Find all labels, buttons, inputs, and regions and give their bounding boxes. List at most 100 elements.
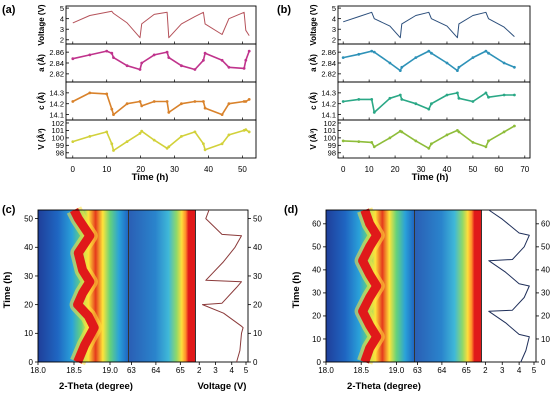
panel-b-a-point	[400, 65, 404, 69]
panel-a-row-c: 14.114.2 14.3c (Å)	[37, 81, 257, 121]
panel-b-xtick-label: 60	[494, 165, 503, 174]
panel-a-xtick-label: 30	[170, 165, 179, 174]
panel-c-ytick-label: 50	[24, 214, 33, 223]
panel-c-peak-trace	[66, 206, 103, 366]
panel-b-V-point	[484, 145, 488, 149]
panel-a-a-point	[193, 68, 197, 71]
panel-b-voltage-series	[343, 11, 515, 39]
panel-b-a-point	[456, 69, 459, 72]
panel-b-a-point	[427, 49, 431, 53]
panel-c-ytick-label: 40	[24, 243, 33, 252]
panel-b-a-ytick-label: 2.82	[321, 70, 336, 79]
panel-a-V-point	[110, 142, 114, 146]
panel-b-voltage-ylabel: Voltage (V)	[309, 4, 318, 46]
panel-b-a-point	[430, 51, 433, 55]
panel-c-voltage-curve	[202, 209, 244, 363]
panel-a-c-point	[110, 107, 114, 111]
panel-a-V-point	[71, 140, 75, 144]
panel-a-a-point	[112, 56, 115, 59]
panel-a-xtick-label: 50	[238, 165, 247, 174]
panel-a-a-point	[242, 67, 246, 70]
panel-d-voltage-tick-label: 2	[483, 366, 488, 375]
panel-b-a-point	[445, 61, 449, 65]
panel-a-xtick-label: 20	[136, 165, 145, 174]
panel-c-time-axis-right: 0 10 20 30 40 50	[248, 214, 262, 367]
panel-b-voltage-ytick-label: 3	[332, 25, 336, 34]
panel-b-c-point	[427, 107, 431, 111]
panel-a-V-ytick-label: 100	[51, 134, 64, 143]
panel-a-c-point	[193, 100, 197, 103]
panel-c-voltage-tick-label: 3	[213, 366, 218, 375]
panel-c-xlabel: 2-Theta (degree)	[59, 381, 133, 392]
panel-a-V-series	[72, 128, 250, 152]
panel-b-c-point	[372, 111, 376, 114]
panel-d-peak-core	[358, 208, 382, 364]
panel-b-V-ylabel: V (Å³)	[309, 128, 318, 150]
panel-a-a-point	[125, 64, 129, 68]
panel-a-voltage-ytick-label: 3	[60, 25, 64, 34]
panel-b-a-point	[502, 61, 506, 65]
panel-b-c-point	[430, 102, 433, 106]
panel-a-c-point	[202, 100, 205, 103]
panel-a-V-point	[105, 130, 109, 134]
panel-b-xtick-label: 10	[365, 165, 374, 174]
panel-c-heat1-tick-label: 19.0	[102, 366, 118, 375]
panel-c-heat1-tick-label: 18.5	[66, 366, 82, 375]
panel-b-xtick-label: 30	[417, 165, 426, 174]
panel-b-a-point	[513, 65, 516, 69]
panel-d-voltage-tick-label: 4	[517, 366, 522, 375]
panel-d-ylabel: Time (h)	[291, 272, 302, 309]
panel-b-V-point	[513, 124, 516, 128]
panel-b-c-point	[513, 93, 516, 97]
panel-b-c-point	[357, 98, 361, 101]
panel-d-ytick-label-right: 40	[541, 266, 550, 275]
panel-b-a-point	[398, 69, 402, 72]
panel-b-a-point	[457, 65, 461, 69]
panel-c-x-ticks: 18.0 18.5 19.0 63 64 65 2 3 4 5	[30, 362, 249, 375]
panel-b-c-point	[456, 91, 459, 95]
panel-b-xtick-label: 0	[341, 165, 346, 174]
panel-c-ytick-label-right: 40	[253, 243, 262, 252]
panel-d-ytick-label: 10	[312, 335, 321, 344]
panel-c-time-axis: 0 10 20 30 40 50	[24, 214, 38, 367]
panel-a-c-point	[125, 102, 129, 106]
panel-d-peak-trace	[354, 207, 385, 365]
panel-c-heat2-tick-label: 64	[151, 366, 160, 375]
panel-d-heatmap-high-angle	[415, 210, 481, 362]
panel-a-a-point	[140, 61, 144, 65]
panel-a-V-ytick-label: 102	[51, 119, 64, 128]
panel-a-c-point	[88, 91, 92, 95]
panel-c-voltage-tick-label: 2	[197, 366, 202, 375]
panel-d-ytick-label-right: 20	[541, 312, 550, 321]
panel-d-heat2-tick-label: 65	[462, 366, 471, 375]
panel-b-xlabel: Time (h)	[412, 172, 449, 183]
panel-a-voltage-ytick-label: 5	[60, 4, 64, 13]
panel-d-voltage-line	[488, 209, 530, 363]
panel-a-a-point	[88, 53, 92, 57]
panel-a-a-ytick-label: 2.84	[49, 59, 64, 68]
panel-a-V-point	[220, 142, 224, 146]
panel-b-c-point	[457, 96, 461, 100]
panel-a-V-point	[244, 128, 248, 132]
panel-c-ylabel: Time (h)	[2, 272, 13, 309]
panel-b: (b) 2 3 45 Voltage (V) 2.82 2.84 2.86a (Å) 14.1…	[277, 4, 531, 183]
panel-a-V-point	[247, 130, 251, 134]
panel-d-heat1-tick-label: 18.0	[318, 366, 334, 375]
panel-c-ytick-label-right: 10	[253, 329, 262, 338]
panel-a-a-point	[105, 49, 109, 53]
panel-a-V-ytick-label: 99	[56, 141, 64, 150]
panel-b-plots: 2 3 45 Voltage (V) 2.82 2.84 2.86a (Å) 14.114.2…	[309, 4, 531, 174]
panel-c-ytick-label-right: 30	[253, 272, 262, 281]
panel-a-V-point	[193, 130, 197, 134]
panel-d-ytick-label: 60	[312, 220, 321, 229]
panel-a: (a) 2 3 45 Voltage (V) 2.82 2.84 2.86a (Å) 14.1…	[2, 4, 257, 183]
panel-b-label: (b)	[277, 4, 291, 16]
panel-b-V-ytick-label: 101	[323, 126, 336, 135]
panel-d: (d) Time (h) 0 10 20 30 40 50 60 0 10 20 30 40 50 60…	[284, 204, 550, 392]
panel-c-heat2-tick-label: 63	[127, 366, 136, 375]
panel-a-V-point	[112, 149, 115, 152]
panel-d-ytick-label-right: 10	[541, 335, 550, 344]
panel-a-c-ylabel: c (Å)	[37, 92, 46, 110]
panel-a-c-ytick-label: 14.2	[49, 100, 64, 109]
